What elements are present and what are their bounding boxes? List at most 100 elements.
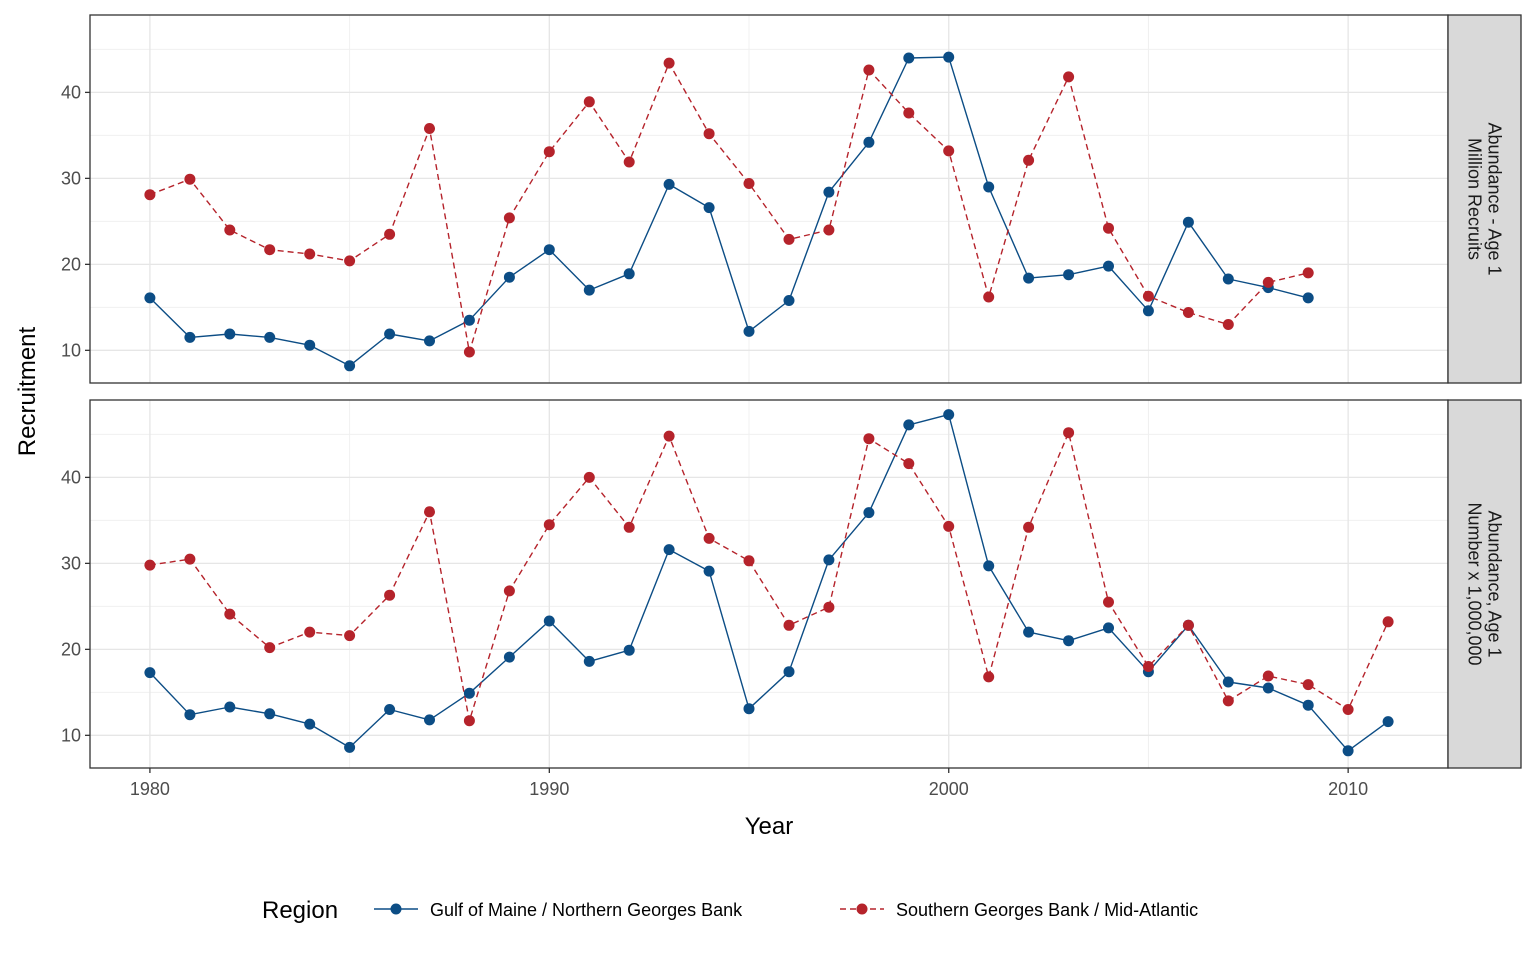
data-point-series-1 — [344, 741, 356, 753]
facet-strip-label-line: Abundance - Age 1 — [1485, 122, 1505, 275]
data-point-series-2 — [503, 212, 515, 224]
data-point-series-2 — [543, 519, 555, 531]
y-axis-title: Recruitment — [14, 326, 41, 456]
data-point-series-1 — [543, 244, 555, 256]
series-line-2 — [149, 432, 1389, 722]
data-point-series-2 — [783, 619, 795, 631]
data-point-series-1 — [1382, 716, 1394, 728]
data-point-series-2 — [583, 471, 595, 483]
x-tick-label: 2010 — [1328, 779, 1368, 799]
data-point-series-1 — [384, 704, 396, 715]
data-point-series-1 — [1222, 676, 1234, 688]
data-point-series-1 — [1023, 626, 1035, 638]
data-point-series-1 — [1142, 305, 1154, 317]
data-point-series-2 — [144, 559, 156, 571]
data-point-series-2 — [583, 96, 595, 108]
data-point-series-1 — [144, 667, 156, 679]
data-point-series-2 — [184, 173, 196, 185]
data-point-series-1 — [943, 409, 955, 421]
y-tick-label: 10 — [61, 340, 81, 360]
legend-key-point — [390, 903, 402, 915]
series-line-1 — [149, 56, 1309, 367]
data-point-series-1 — [663, 544, 675, 556]
data-point-series-1 — [783, 295, 795, 306]
data-point-series-2 — [384, 228, 396, 240]
data-point-series-1 — [983, 560, 995, 572]
y-tick-label: 30 — [61, 168, 81, 188]
data-point-series-2 — [823, 224, 835, 236]
y-tick-label: 20 — [61, 639, 81, 659]
data-point-series-1 — [903, 419, 915, 431]
data-point-series-2 — [743, 178, 755, 189]
facet-strip-label-line: Million Recruits — [1465, 138, 1485, 260]
data-point-series-2 — [1182, 307, 1194, 318]
data-point-series-1 — [304, 718, 316, 730]
facet-strip-label: Abundance - Age 1Million Recruits — [1465, 122, 1505, 275]
data-point-series-2 — [543, 146, 555, 158]
data-point-series-1 — [903, 52, 915, 64]
data-point-series-2 — [1103, 222, 1114, 234]
data-point-series-2 — [1142, 290, 1154, 302]
x-tick-label: 1980 — [130, 779, 170, 799]
legend-title: Region — [262, 897, 338, 924]
data-point-series-1 — [703, 202, 715, 214]
data-point-series-2 — [863, 64, 875, 76]
data-point-series-2 — [863, 433, 875, 445]
data-point-series-1 — [983, 181, 995, 193]
legend-label: Gulf of Maine / Northern Georges Bank — [430, 900, 743, 920]
legend: Region Gulf of Maine / Northern Georges B… — [262, 897, 1198, 924]
data-point-series-2 — [264, 642, 276, 654]
data-point-series-2 — [463, 715, 475, 727]
series-line-2 — [149, 62, 1309, 353]
data-point-series-1 — [863, 507, 875, 519]
data-point-series-2 — [264, 244, 276, 256]
data-point-series-2 — [424, 506, 435, 518]
x-tick-label: 1990 — [529, 779, 569, 799]
data-point-series-2 — [1063, 427, 1075, 439]
data-point-series-1 — [344, 360, 356, 372]
data-point-series-1 — [304, 339, 316, 351]
data-point-series-1 — [663, 178, 675, 190]
data-point-series-2 — [304, 626, 316, 638]
data-point-series-1 — [224, 701, 236, 713]
legend-label: Southern Georges Bank / Mid-Atlantic — [896, 900, 1198, 920]
data-point-series-2 — [823, 601, 835, 613]
data-point-series-1 — [424, 335, 435, 347]
data-point-series-2 — [344, 255, 356, 267]
data-point-series-2 — [224, 224, 236, 236]
y-tick-label: 40 — [61, 82, 81, 102]
y-tick-label: 30 — [61, 553, 81, 573]
data-point-series-1 — [863, 136, 875, 148]
data-point-series-2 — [184, 553, 196, 565]
data-point-series-2 — [1063, 71, 1075, 83]
data-point-series-1 — [264, 331, 276, 343]
data-point-series-2 — [1262, 670, 1274, 682]
data-point-series-1 — [1222, 273, 1234, 285]
data-point-series-2 — [703, 128, 715, 140]
data-point-series-1 — [384, 328, 396, 340]
facet-strip-label-line: Number x 1,000,000 — [1465, 502, 1485, 665]
panel-background — [90, 400, 1448, 768]
data-point-series-1 — [1103, 622, 1114, 634]
data-point-series-2 — [1182, 619, 1194, 631]
data-point-series-1 — [184, 709, 196, 721]
data-point-series-2 — [943, 145, 955, 157]
data-point-series-1 — [823, 186, 835, 198]
data-point-series-1 — [543, 615, 555, 627]
data-point-series-2 — [1222, 319, 1234, 330]
x-axis-title: Year — [745, 813, 794, 840]
data-point-series-2 — [304, 248, 316, 260]
data-point-series-1 — [943, 51, 955, 63]
facet-strip — [1447, 14, 1522, 384]
data-point-series-1 — [1302, 699, 1314, 711]
data-point-series-1 — [503, 271, 515, 283]
data-point-series-2 — [1302, 679, 1314, 691]
data-point-series-2 — [1222, 695, 1234, 707]
y-tick-label: 20 — [61, 254, 81, 274]
data-point-series-2 — [983, 671, 995, 683]
data-point-series-1 — [783, 666, 795, 678]
data-point-series-1 — [144, 292, 156, 304]
data-point-series-2 — [384, 589, 396, 601]
